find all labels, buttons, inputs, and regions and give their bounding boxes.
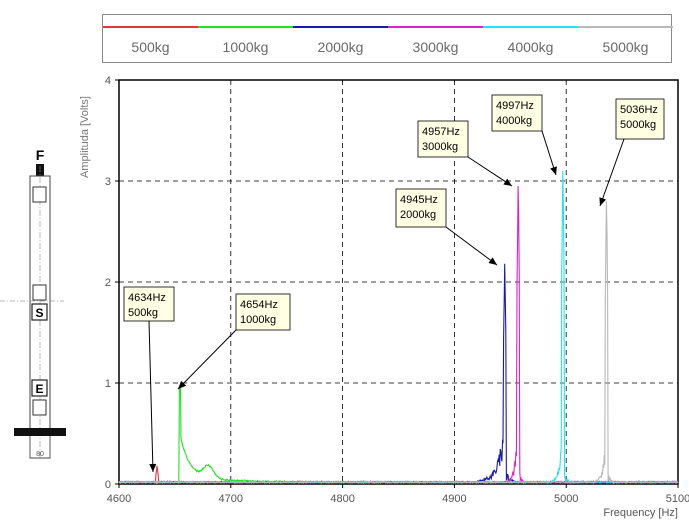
callout-frequency: 4957Hz — [422, 126, 460, 138]
sensor-e-label: E — [35, 382, 43, 396]
callout-load: 1000kg — [240, 314, 276, 326]
legend-swatch — [103, 26, 198, 28]
callout-box — [395, 188, 447, 228]
callout-arrowhead — [488, 257, 497, 265]
sensor-e-box — [31, 379, 48, 397]
x-tick-label: 4700 — [219, 493, 243, 505]
base-plate — [14, 428, 66, 436]
gauge-block-top — [32, 186, 47, 203]
legend-label: 500kg — [131, 39, 170, 55]
x-tick-label: 4600 — [107, 493, 131, 505]
callout-frequency: 4945Hz — [400, 194, 438, 206]
legend-item-3000kg: 3000kg — [388, 15, 483, 62]
chart-legend: 500kg 1000kg 2000kg 3000kg 4000kg 5000kg — [102, 14, 673, 63]
y-tick-label: 3 — [105, 176, 111, 188]
y-tick-label: 4 — [105, 75, 111, 87]
callout-box — [235, 293, 291, 331]
series-group — [118, 170, 679, 485]
legend-label: 4000kg — [507, 39, 554, 55]
callout-box — [491, 94, 543, 132]
axis-ticks: 4600 4700 4800 4900 5000 5100 0 1 2 3 4 — [105, 75, 689, 505]
callout-load: 500kg — [128, 307, 158, 319]
legend-item-2000kg: 2000kg — [293, 15, 388, 62]
callout-box — [123, 286, 175, 322]
legend-swatch — [483, 26, 578, 28]
callout-arrowhead — [550, 166, 557, 175]
y-tick-label: 2 — [105, 277, 111, 289]
callout-4000kg: 4997Hz 4000kg — [491, 94, 557, 176]
callout-5000kg: 5036Hz 5000kg — [599, 98, 665, 207]
callout-1000kg: 4654Hz 1000kg — [177, 293, 291, 390]
callout-arrowhead — [503, 178, 512, 186]
sensor-s-box — [31, 303, 48, 321]
callout-500kg: 4634Hz 500kg — [123, 286, 175, 473]
callout-3000kg: 4957Hz 3000kg — [417, 120, 513, 187]
gauge-block-upper — [32, 284, 47, 301]
callout-2000kg: 4945Hz 2000kg — [395, 188, 498, 266]
callout-arrowhead — [599, 197, 606, 206]
callout-leader — [148, 320, 154, 473]
legend-swatch — [198, 26, 293, 28]
legend-swatch — [388, 26, 483, 28]
x-axis-label: Frequency [Hz] — [603, 507, 678, 519]
legend-label: 2000kg — [317, 39, 364, 55]
sensor-s-label: S — [35, 306, 43, 320]
callout-frequency: 4654Hz — [240, 299, 278, 311]
legend-item-500kg: 500kg — [103, 15, 198, 62]
callout-leader — [599, 138, 625, 207]
force-label: F — [36, 147, 45, 163]
legend-label: 1000kg — [222, 39, 269, 55]
legend-swatch — [293, 26, 388, 28]
callout-leader — [467, 156, 513, 187]
y-tick-label: 1 — [105, 378, 111, 390]
dimension-label: 80 — [36, 451, 44, 458]
legend-label: 3000kg — [412, 39, 459, 55]
legend-item-4000kg: 4000kg — [483, 15, 578, 62]
callouts: 4634Hz 500kg 4654Hz 1000kg 4945Hz 2000kg 4957H… — [123, 94, 665, 473]
callout-load: 2000kg — [400, 209, 436, 221]
rod-diagram: F S E 80 — [0, 147, 66, 459]
callout-load: 3000kg — [422, 141, 458, 153]
callout-box — [417, 120, 469, 158]
callout-frequency: 4634Hz — [128, 292, 166, 304]
x-tick-label: 5000 — [554, 493, 578, 505]
callout-leader — [445, 226, 498, 266]
grid — [119, 80, 678, 484]
x-tick-label: 5100 — [666, 493, 689, 505]
callout-arrowhead — [178, 380, 187, 389]
gauge-block-bottom — [32, 399, 47, 416]
series-line-5000kg — [118, 201, 679, 485]
legend-label: 5000kg — [602, 39, 649, 55]
callout-frequency: 4997Hz — [496, 100, 534, 112]
legend-swatch — [578, 26, 673, 28]
callout-leader — [177, 329, 237, 390]
callout-box — [615, 98, 665, 140]
y-axis-label: Amplituda [Volts] — [79, 96, 91, 178]
legend-item-1000kg: 1000kg — [198, 15, 293, 62]
callout-frequency: 5036Hz — [620, 104, 658, 116]
callout-load: 4000kg — [496, 115, 532, 127]
y-tick-label: 0 — [105, 479, 111, 491]
x-tick-label: 4800 — [330, 493, 354, 505]
legend-item-5000kg: 5000kg — [578, 15, 673, 62]
callout-arrowhead — [149, 463, 157, 472]
x-tick-label: 4900 — [442, 493, 466, 505]
callout-load: 5000kg — [620, 119, 656, 131]
